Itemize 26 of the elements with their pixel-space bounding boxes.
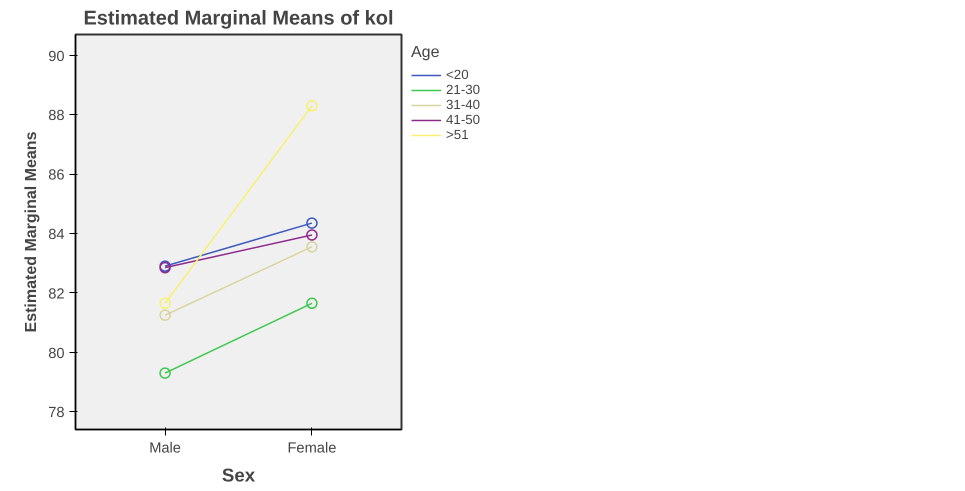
- y-tick-label: 82: [48, 286, 65, 302]
- point: [306, 229, 318, 241]
- point: [306, 217, 318, 229]
- legend-title: Age: [411, 44, 440, 62]
- point: [159, 367, 171, 379]
- legend-label: >51: [446, 127, 469, 142]
- x-tick-label: Male: [149, 440, 181, 456]
- legend-label: 31-40: [446, 97, 480, 112]
- x-axis-title: Sex: [222, 464, 256, 486]
- y-tick-label: 86: [48, 168, 65, 184]
- point: [159, 298, 171, 310]
- point: [306, 241, 318, 253]
- point: [306, 100, 318, 112]
- y-axis-title: Estimated Marginal Means: [23, 131, 40, 332]
- chart-title: Estimated Marginal Means of kol: [83, 8, 394, 30]
- x-tick-label: Female: [287, 440, 336, 456]
- legend-label: <20: [446, 67, 469, 82]
- y-tick-label: 90: [48, 48, 65, 65]
- y-tick-label: 78: [48, 405, 65, 422]
- legend-label: 41-50: [446, 112, 480, 127]
- y-tick-label: 88: [48, 108, 65, 124]
- y-tick-label: 84: [48, 226, 65, 243]
- point: [159, 309, 171, 321]
- point: [306, 298, 318, 310]
- y-tick-label: 80: [48, 346, 65, 362]
- legend-label: 21-30: [446, 82, 480, 97]
